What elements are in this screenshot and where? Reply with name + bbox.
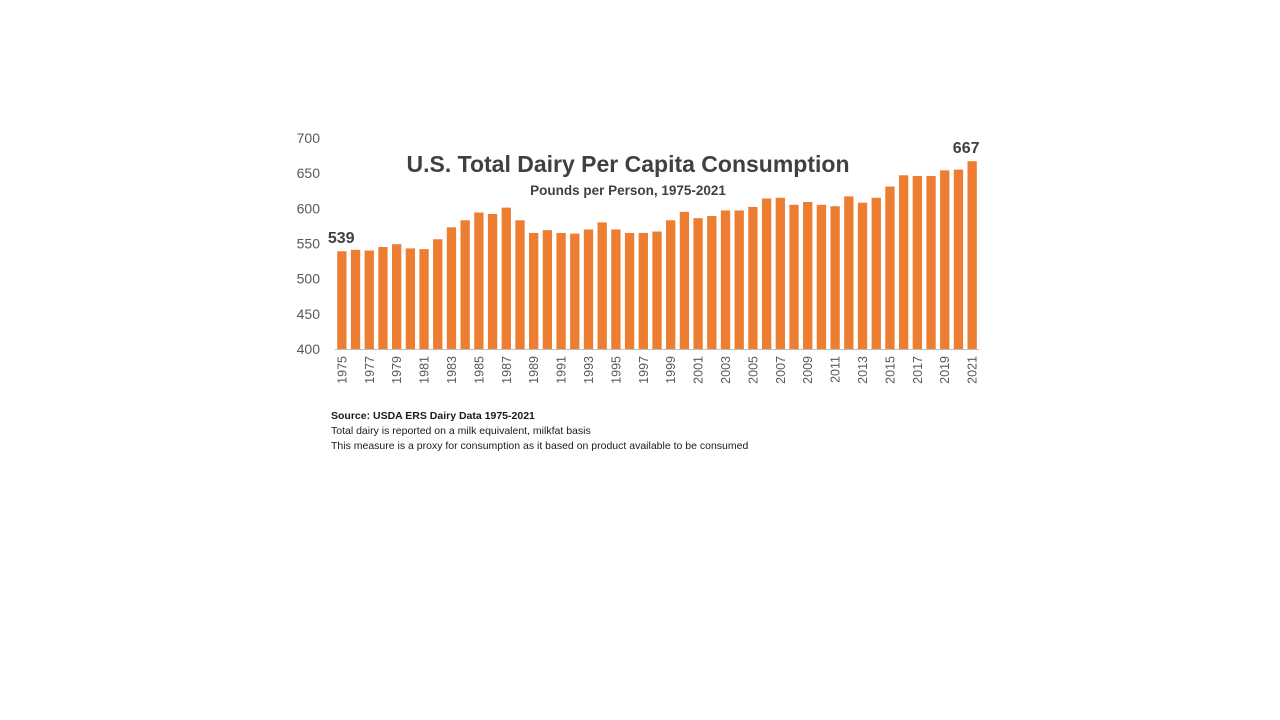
bar (611, 229, 621, 349)
proxy-note: This measure is a proxy for consumption … (331, 440, 749, 452)
bar (748, 206, 758, 349)
bar (392, 244, 402, 349)
x-tick-label: 2015 (883, 356, 897, 384)
bar (953, 169, 964, 349)
source-note: Source: USDA ERS Dairy Data 1975-2021 (331, 410, 535, 422)
bar (693, 218, 703, 349)
x-tick-label: 1991 (555, 356, 569, 384)
x-tick-label: 1993 (582, 356, 596, 384)
bar (857, 202, 868, 349)
bar (364, 250, 374, 349)
bar (515, 220, 525, 349)
x-tick-label: 2009 (801, 356, 815, 384)
x-tick-label: 1985 (472, 356, 486, 384)
bar (940, 170, 950, 349)
bar (679, 211, 690, 349)
x-axis: 1975 1977 1979 1981 1983 1985 1987 1989 1991 1993… (335, 349, 980, 384)
bar (789, 204, 799, 349)
bar (803, 202, 813, 349)
x-tick-label: 1987 (500, 356, 514, 384)
basis-note: Total dairy is reported on a milk equiva… (331, 425, 591, 437)
bar (433, 239, 443, 349)
x-tick-label: 1999 (664, 356, 678, 384)
x-tick-label: 1981 (418, 356, 432, 384)
x-tick-label: 2019 (938, 356, 952, 384)
bar (597, 222, 607, 349)
bar (898, 175, 909, 349)
x-tick-label: 2005 (746, 356, 760, 384)
x-tick-label: 2001 (692, 356, 706, 384)
bar (638, 232, 648, 349)
bar (967, 161, 977, 349)
bar (501, 207, 511, 349)
bar (405, 248, 416, 349)
x-tick-label: 1979 (390, 356, 404, 384)
chart-subtitle: Pounds per Person, 1975-2021 (530, 183, 726, 198)
x-tick-label: 2021 (966, 356, 980, 384)
x-tick-label: 1975 (335, 356, 349, 384)
x-tick-label: 2007 (774, 356, 788, 384)
x-tick-label: 1989 (527, 356, 541, 384)
bar (570, 233, 580, 349)
data-labels: 539 667 (328, 140, 980, 247)
bar (720, 210, 731, 349)
bar (666, 220, 676, 349)
bar (350, 249, 361, 349)
bar (761, 198, 772, 349)
x-tick-label: 2013 (856, 356, 870, 384)
x-tick-label: 1995 (609, 356, 623, 384)
bar (542, 230, 553, 349)
x-tick-label: 2003 (719, 356, 733, 384)
bar (871, 197, 881, 349)
bar (885, 186, 895, 349)
bar (775, 197, 785, 349)
bar (707, 216, 717, 349)
bar (734, 210, 744, 349)
x-tick-label: 2017 (911, 356, 925, 384)
bar (652, 231, 662, 349)
bar (830, 206, 840, 349)
y-tick-label: 450 (297, 306, 321, 322)
y-tick-label: 400 (297, 341, 321, 357)
bar (460, 220, 470, 349)
bar (529, 232, 539, 349)
y-axis: 400 450 500 550 600 650 700 (297, 130, 321, 357)
chart-notes: Source: USDA ERS Dairy Data 1975-2021 To… (331, 409, 748, 454)
bar (926, 175, 936, 349)
bar (556, 232, 566, 349)
bar (419, 249, 429, 349)
bar (474, 212, 484, 349)
bar (816, 204, 827, 349)
data-label: 667 (953, 140, 980, 157)
x-tick-label: 1977 (363, 356, 377, 384)
bar (583, 229, 594, 349)
data-label: 539 (328, 230, 355, 247)
y-tick-label: 550 (297, 236, 321, 252)
bar-series (337, 161, 977, 349)
bar (844, 196, 854, 349)
y-tick-label: 700 (297, 130, 321, 146)
y-tick-label: 500 (297, 271, 321, 287)
bar (337, 251, 347, 349)
y-tick-label: 650 (297, 165, 321, 181)
x-tick-label: 1997 (637, 356, 651, 384)
bar (446, 227, 457, 349)
bar (378, 247, 388, 349)
x-tick-label: 1983 (445, 356, 459, 384)
x-tick-label: 2011 (829, 356, 843, 383)
bar (624, 232, 635, 349)
bar (487, 213, 498, 349)
bar (912, 175, 922, 349)
y-tick-label: 600 (297, 200, 321, 216)
chart-title: U.S. Total Dairy Per Capita Consumption (406, 151, 849, 177)
